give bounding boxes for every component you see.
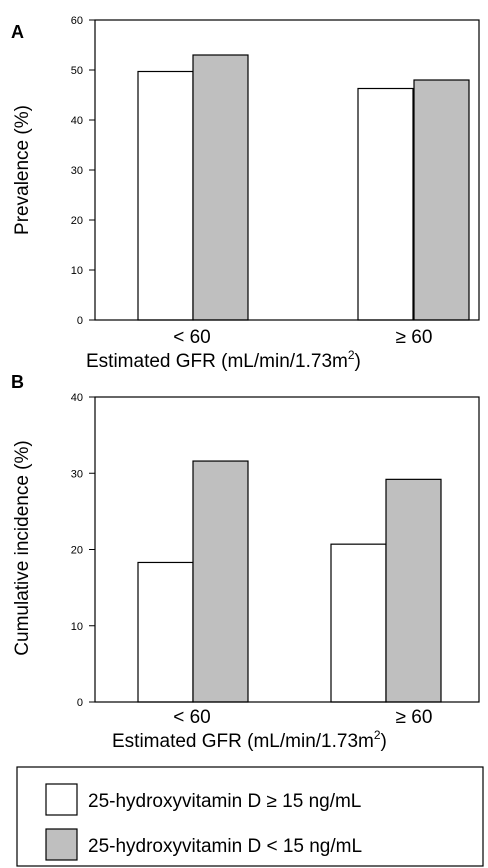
panel-b-bar-lt60-vitd-lt15 (192, 460, 249, 703)
panel-b-y-tick-label: 10 (71, 621, 83, 633)
panel-a-y-tick-label: 0 (77, 315, 83, 327)
panel-b-chart: B Cumulative incidence (%) 0 10 20 30 40 < 6… (11, 372, 480, 752)
panel-a-letter: A (11, 22, 24, 42)
legend-label-vitd-lt15: 25-hydroxyvitamin D < 15 ng/mL (88, 836, 362, 857)
panel-a-y-tick-label: 60 (71, 15, 83, 27)
panel-a-category-label-lt60: < 60 (173, 327, 211, 348)
panel-a-bar-lt60-vitd-ge15 (137, 70, 194, 321)
panel-b-y-tick-label: 40 (71, 392, 83, 404)
panel-b-category-label-lt60: < 60 (173, 707, 211, 728)
panel-b-x-axis-title: Estimated GFR (mL/min/1.73m2) (112, 728, 387, 752)
panel-b-letter: B (11, 372, 24, 392)
panel-a-bar-ge60-vitd-ge15 (357, 87, 414, 321)
panel-a-y-tick-label: 20 (71, 215, 83, 227)
panel-b-bar-ge60-vitd-ge15 (330, 543, 387, 703)
panel-b-bar-ge60-vitd-lt15 (385, 478, 442, 703)
panel-a-plot-frame (94, 19, 480, 321)
panel-b-category-label-ge60: ≥ 60 (396, 707, 433, 728)
panel-b-y-tick-label: 30 (71, 468, 83, 480)
panel-a-y-axis-title: Prevalence (%) (12, 105, 33, 235)
panel-b-y-tick-label: 0 (77, 697, 83, 709)
panel-a-chart: A Prevalence (%) 0 10 20 30 40 50 60 < 60 ≥ 60… (11, 15, 480, 372)
panel-a-y-tick-label: 40 (71, 115, 83, 127)
panel-a-y-tick-label: 50 (71, 65, 83, 77)
panel-a-bar-lt60-vitd-lt15 (192, 54, 249, 321)
panel-b-y-tick-label: 20 (71, 545, 83, 557)
legend-label-vitd-ge15: 25-hydroxyvitamin D ≥ 15 ng/mL (88, 791, 361, 812)
panel-a-bar-ge60-vitd-lt15 (413, 79, 470, 321)
legend-swatch-vitd-ge15 (45, 783, 78, 816)
panel-b-y-axis-title: Cumulative incidence (%) (12, 440, 33, 655)
legend: 25-hydroxyvitamin D ≥ 15 ng/mL 25-hydrox… (16, 766, 484, 867)
panel-b-plot-frame (94, 396, 480, 703)
panel-a-y-tick-label: 30 (71, 165, 83, 177)
legend-swatch-vitd-lt15 (45, 828, 78, 861)
panel-a-category-label-ge60: ≥ 60 (396, 327, 433, 348)
panel-a-y-tick-label: 10 (71, 265, 83, 277)
panel-a-x-axis-title: Estimated GFR (mL/min/1.73m2) (86, 348, 361, 372)
legend-frame (16, 766, 484, 867)
panel-b-bar-lt60-vitd-ge15 (137, 561, 194, 703)
